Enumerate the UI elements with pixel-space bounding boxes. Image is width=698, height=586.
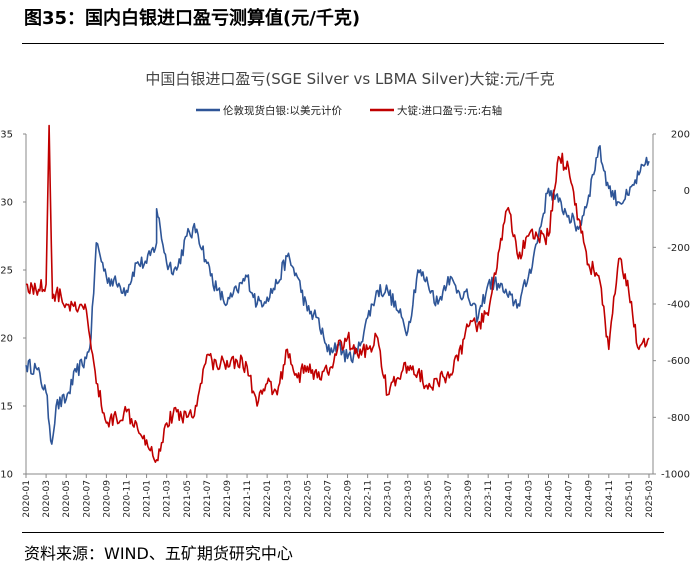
x-tick-label: 2023-07 xyxy=(444,480,454,518)
bottom-rule xyxy=(22,532,664,533)
right-tick-label: 200 xyxy=(671,130,690,141)
x-tick-label: 2023-11 xyxy=(484,480,494,518)
x-tick-label: 2023-05 xyxy=(424,480,434,518)
x-tick-label: 2022-11 xyxy=(364,480,374,518)
x-tick-label: 2022-09 xyxy=(344,480,354,518)
series-line-london-silver xyxy=(25,145,650,445)
right-tick-label: -1000 xyxy=(661,470,690,481)
x-tick-label: 2021-07 xyxy=(203,480,213,518)
left-tick-label: 20 xyxy=(0,334,13,345)
chart-title: 中国白银进口盈亏(SGE Silver vs LBMA Silver)大锭:元/… xyxy=(145,70,554,88)
legend: 伦敦现货白银:以美元计价 大锭:进口盈亏:元:右轴 xyxy=(196,104,502,117)
right-tick-label: -200 xyxy=(667,243,690,254)
x-tick-label: 2024-01 xyxy=(504,480,514,518)
top-rule xyxy=(22,43,664,44)
x-tick-label: 2021-05 xyxy=(183,480,193,518)
x-tick-label: 2023-01 xyxy=(384,480,394,518)
x-tick-label: 2020-07 xyxy=(82,480,92,518)
x-tick-label: 2024-07 xyxy=(565,480,575,518)
x-tick-label: 2022-05 xyxy=(303,480,313,518)
x-tick-label: 2025-03 xyxy=(645,480,655,518)
left-tick-label: 30 xyxy=(0,198,13,209)
x-tick-label: 2025-01 xyxy=(625,480,635,518)
x-tick-label: 2024-09 xyxy=(585,480,595,518)
legend-label-left: 伦敦现货白银:以美元计价 xyxy=(223,104,343,117)
figure-label: 图35：国内白银进口盈亏测算值(元/千克) xyxy=(24,8,361,29)
right-tick-label: -600 xyxy=(667,356,690,367)
x-tick-label: 2020-09 xyxy=(102,480,112,518)
x-tick-label: 2020-01 xyxy=(22,480,32,518)
legend-label-right: 大锭:进口盈亏:元:右轴 xyxy=(397,104,502,117)
x-tick-label: 2023-09 xyxy=(464,480,474,518)
right-tick-label: -800 xyxy=(667,413,690,424)
x-tick-label: 2022-01 xyxy=(263,480,273,518)
left-tick-label: 35 xyxy=(0,130,13,141)
left-tick-label: 10 xyxy=(0,470,13,481)
x-tick-label: 2024-03 xyxy=(524,480,534,518)
x-tick-label: 2023-03 xyxy=(404,480,414,518)
x-tick-label: 2021-09 xyxy=(223,480,233,518)
right-tick-label: -400 xyxy=(667,300,690,311)
x-tick-label: 2024-05 xyxy=(545,480,555,518)
left-tick-label: 25 xyxy=(0,266,13,277)
left-tick-label: 15 xyxy=(0,402,13,413)
x-tick-label: 2020-03 xyxy=(42,480,52,518)
x-tick-label: 2020-05 xyxy=(62,480,72,518)
x-tick-label: 2021-01 xyxy=(143,480,153,518)
x-tick-label: 2024-11 xyxy=(605,480,615,518)
series-line-import-profit xyxy=(25,124,650,463)
x-tick-label: 2021-03 xyxy=(163,480,173,518)
source-note: 资料来源：WIND、五矿期货研究中心 xyxy=(24,544,293,563)
x-tick-label: 2021-11 xyxy=(243,480,253,518)
right-tick-label: 0 xyxy=(684,186,690,197)
x-tick-label: 2022-07 xyxy=(323,480,333,518)
x-tick-label: 2022-03 xyxy=(283,480,293,518)
x-tick-label: 2020-11 xyxy=(122,480,132,518)
